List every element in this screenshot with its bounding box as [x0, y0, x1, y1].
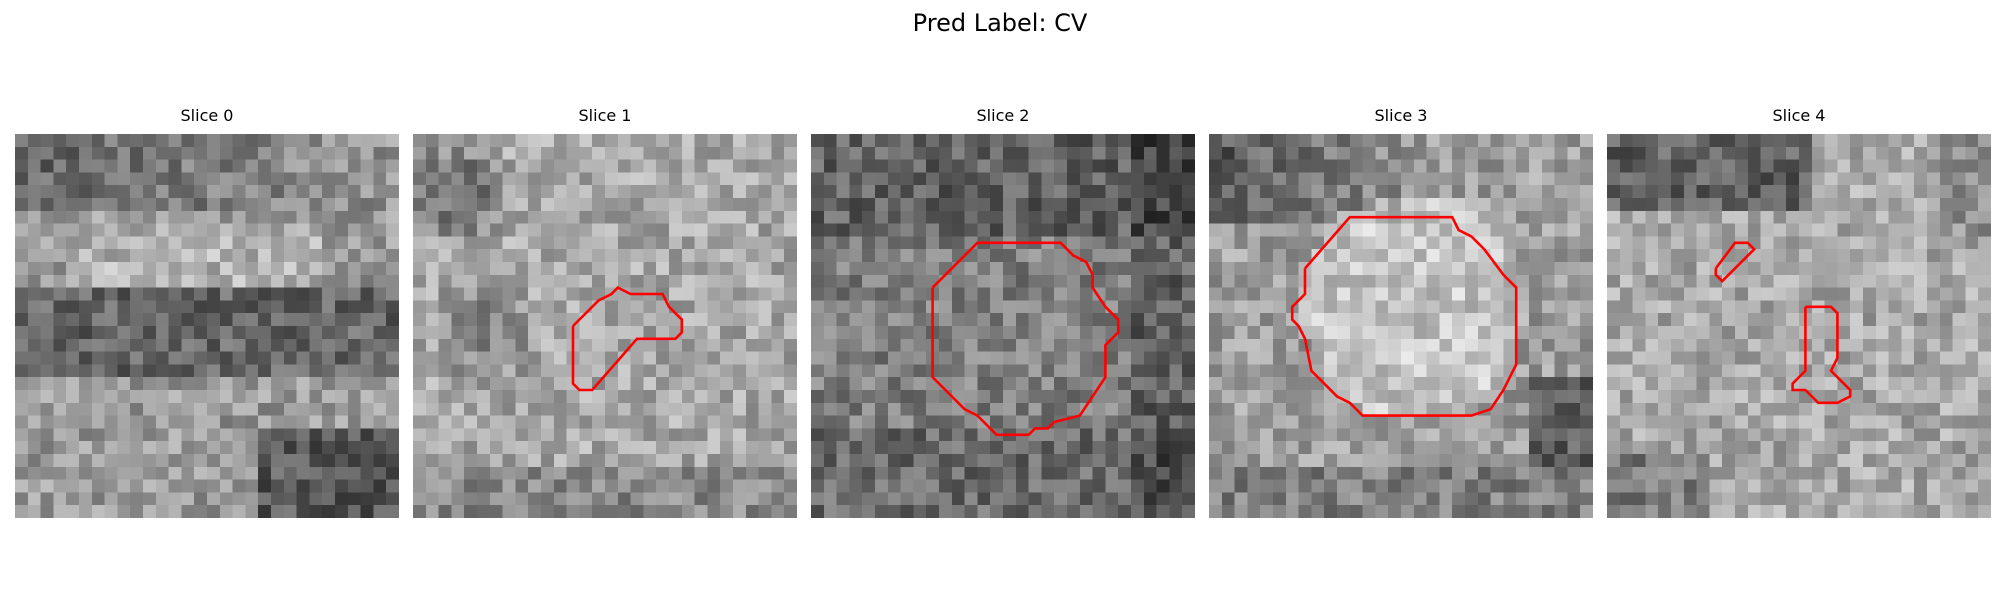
slice-title: Slice 1	[578, 106, 632, 125]
contour-outline	[1716, 243, 1754, 281]
slice-image-2	[811, 134, 1195, 518]
contour-outline	[933, 243, 1119, 435]
slice-title: Slice 0	[180, 106, 234, 125]
slice-image-3	[1209, 134, 1593, 518]
slice-title: Slice 4	[1772, 106, 1826, 125]
slice-image-4	[1607, 134, 1991, 518]
slice-title: Slice 3	[1374, 106, 1428, 125]
figure-title: Pred Label: CV	[912, 9, 1088, 37]
slice-image-1	[413, 134, 797, 518]
contour-outline	[1292, 217, 1516, 415]
slice-title: Slice 2	[976, 106, 1030, 125]
slice-image-0	[15, 134, 399, 518]
contour-outline	[573, 288, 682, 390]
contour-outline	[1793, 307, 1851, 403]
